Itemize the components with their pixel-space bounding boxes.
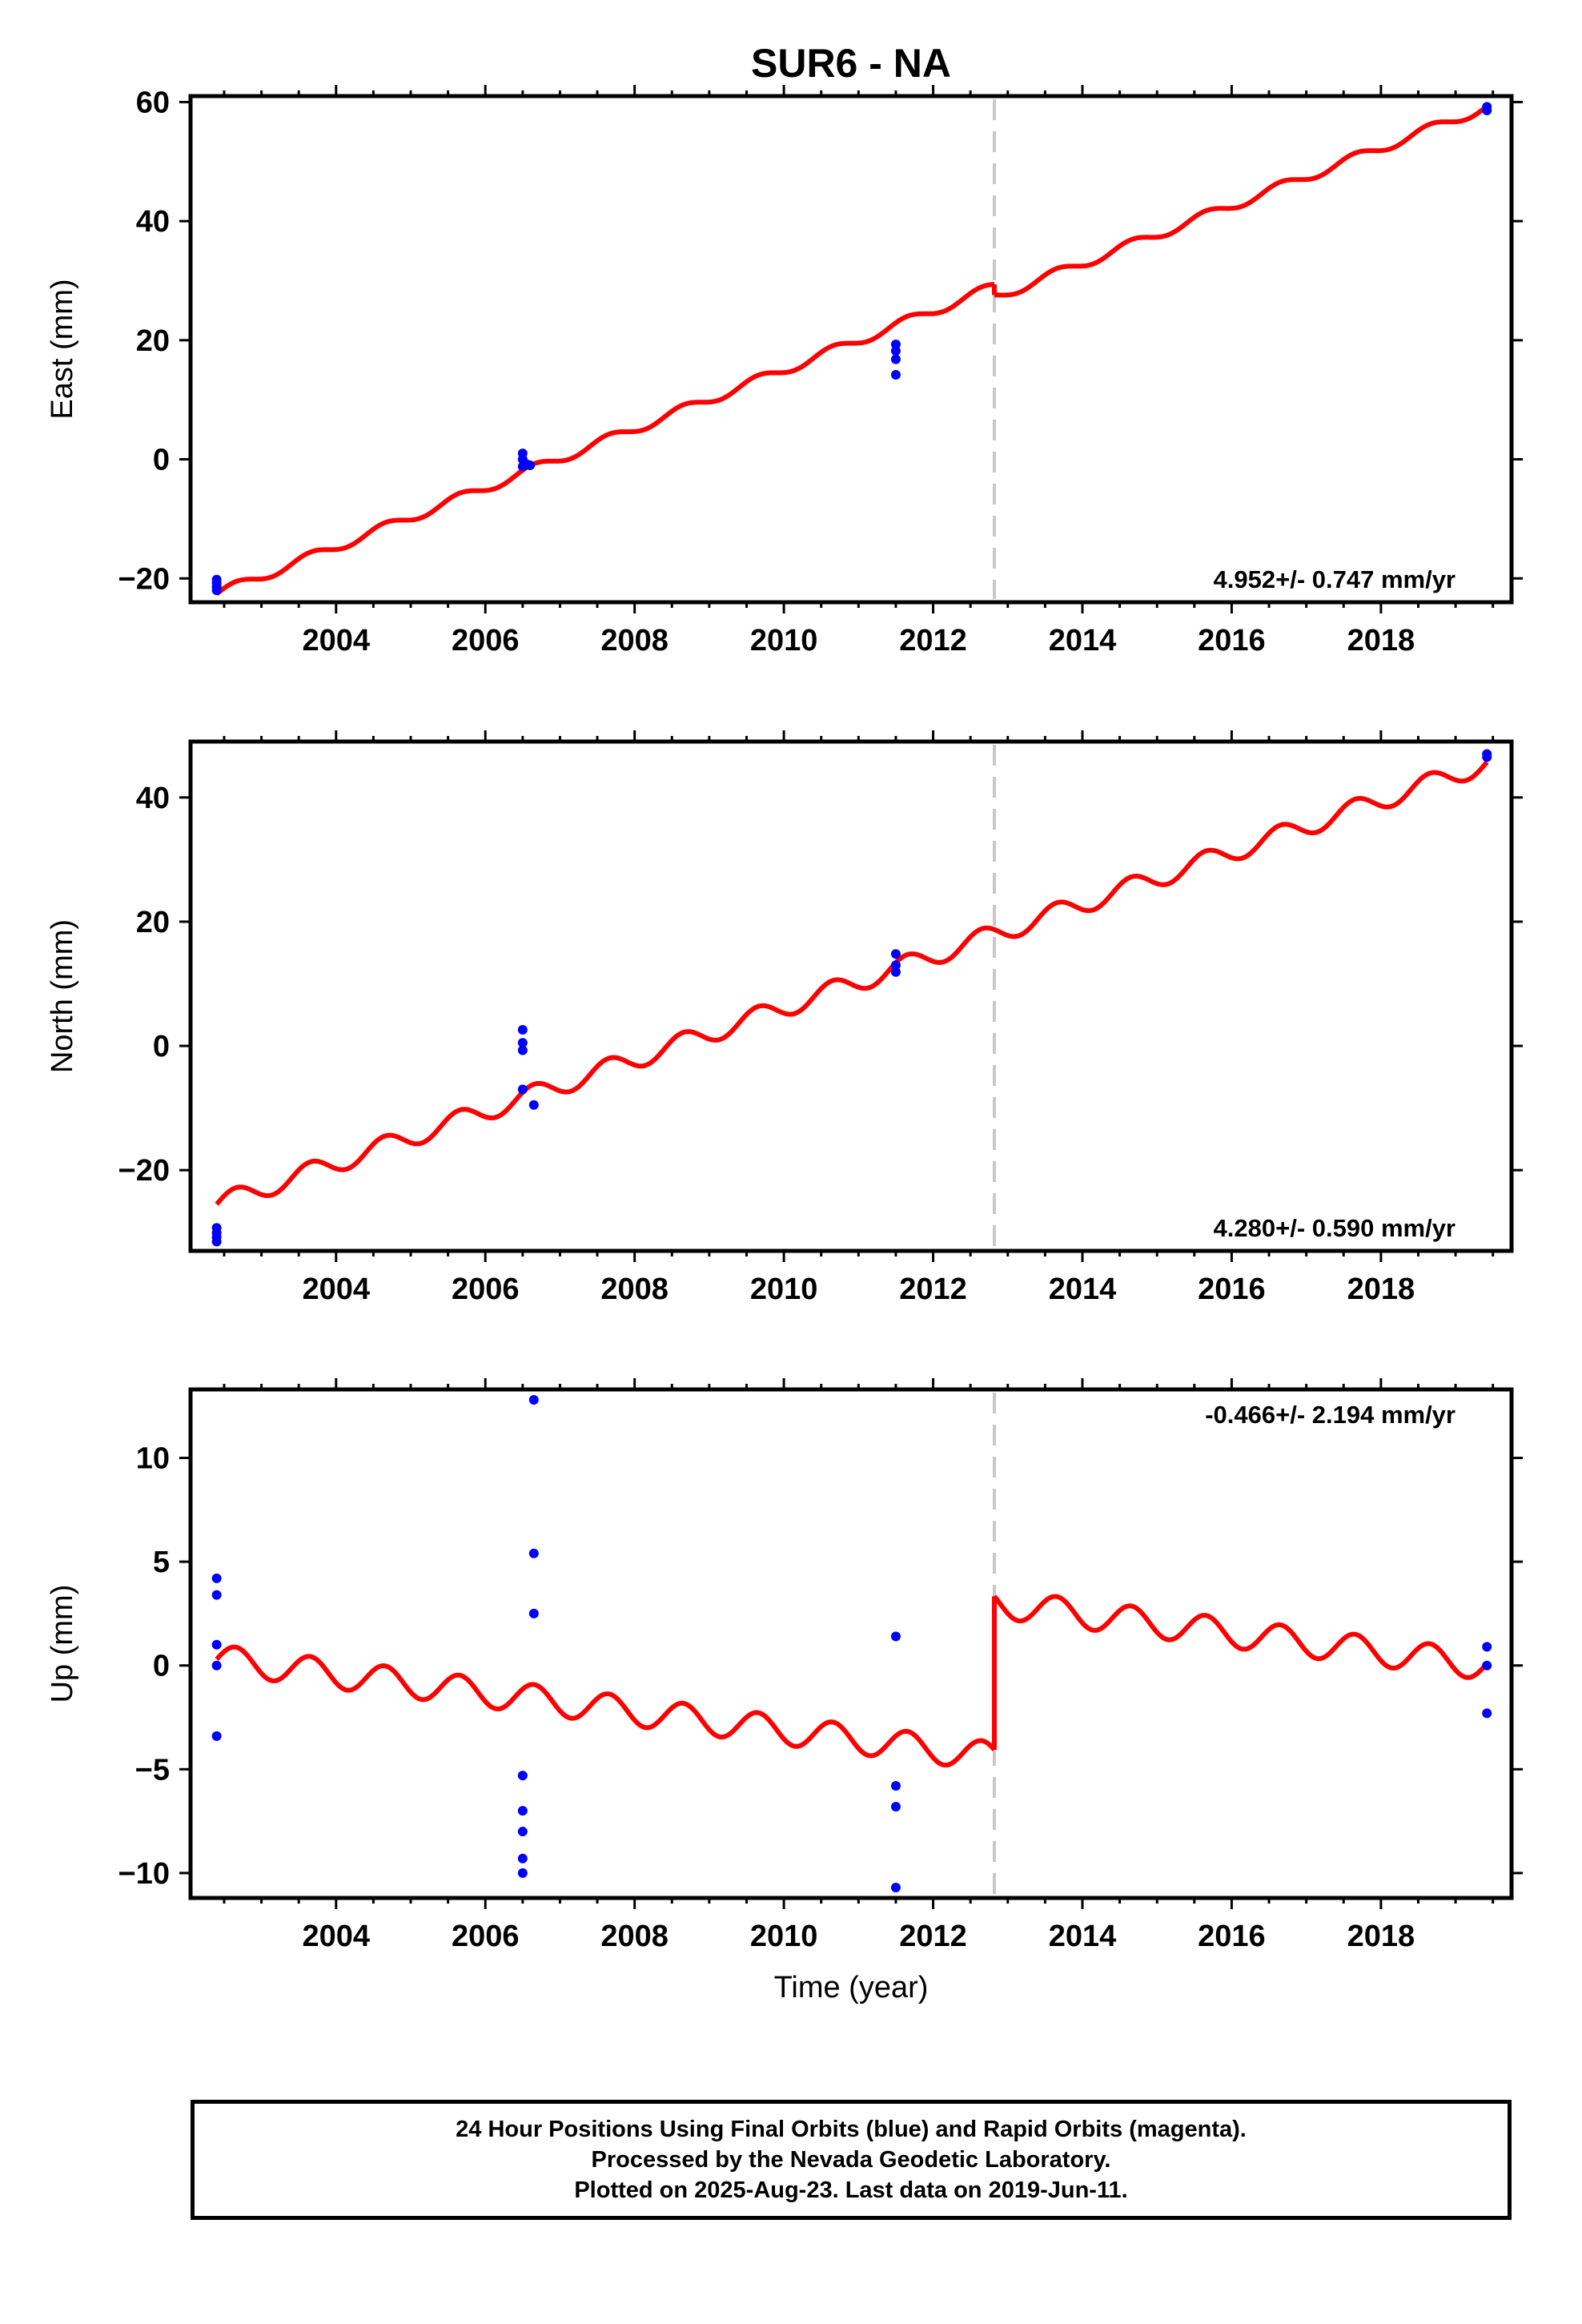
x-tick-label: 2010	[750, 1920, 818, 1953]
caption-line-2: Processed by the Nevada Geodetic Laborat…	[591, 2147, 1111, 2173]
plot-frame	[188, 94, 1514, 605]
x-tick-label: 2006	[452, 1273, 520, 1306]
plot-frame	[188, 1387, 1514, 1900]
data-point	[1482, 1642, 1492, 1652]
data-point	[1482, 752, 1492, 762]
x-tick-label: 2018	[1347, 624, 1415, 657]
data-point	[890, 960, 901, 971]
model-curve-segment-1	[215, 282, 996, 596]
data-point	[211, 1236, 222, 1247]
data-point	[1482, 105, 1492, 115]
x-axis-label: Time (year)	[774, 1971, 929, 2004]
x-tick-label: 2014	[1049, 1273, 1117, 1306]
data-point	[528, 1100, 539, 1110]
data-point	[517, 1868, 528, 1878]
y-tick-label: −20	[118, 1154, 170, 1188]
x-tick-label: 2012	[899, 1920, 967, 1953]
data-point	[528, 1608, 539, 1618]
data-point	[525, 460, 536, 470]
data-point	[890, 354, 901, 364]
x-tick-label: 2016	[1198, 624, 1266, 657]
data-point	[211, 1590, 222, 1600]
data-point	[211, 585, 222, 596]
y-tick-label: 10	[136, 1442, 170, 1476]
x-tick-label: 2016	[1198, 1920, 1266, 1953]
x-tick-label: 2010	[750, 624, 818, 657]
x-tick-label: 2008	[600, 1273, 669, 1306]
data-point	[890, 369, 901, 380]
data-point	[1482, 1660, 1492, 1671]
x-tick-label: 2018	[1347, 1273, 1415, 1306]
x-tick-label: 2010	[750, 1273, 818, 1306]
chart-title: SUR6 - NA	[751, 41, 951, 86]
data-point	[890, 1631, 901, 1642]
y-tick-label: 20	[136, 906, 170, 939]
x-tick-label: 2004	[303, 624, 371, 657]
data-point	[1482, 1708, 1492, 1719]
model-curve-segment-2	[993, 104, 1489, 298]
y-tick-label: −10	[118, 1857, 170, 1891]
up-panel: 2004 2006 2008 2010 2012 2014 2016 2018 −10 −5 0 5 1…	[46, 1378, 1523, 1953]
data-point	[890, 1883, 901, 1893]
data-point	[517, 1771, 528, 1781]
x-tick-label: 2006	[452, 624, 520, 657]
y-tick-label: 0	[153, 1650, 170, 1683]
x-tick-label: 2008	[600, 1920, 669, 1953]
x-tick-label: 2012	[899, 624, 967, 657]
y-tick-label: 0	[153, 1030, 170, 1063]
data-point	[890, 346, 901, 356]
model-curve-segment-2	[992, 1594, 1489, 1680]
data-point	[528, 1394, 539, 1405]
data-point	[517, 1038, 528, 1048]
data-point	[211, 1660, 222, 1671]
data-point	[211, 1639, 222, 1650]
rate-label: 4.280+/- 0.590 mm/yr	[1214, 1214, 1456, 1242]
data-point	[517, 1045, 528, 1055]
north-panel: 2004 2006 2008 2010 2012 2014 2016 2018 −20 0 20 40…	[46, 730, 1523, 1306]
data-point	[211, 1731, 222, 1741]
x-tick-label: 2016	[1198, 1273, 1266, 1306]
data-point	[517, 1084, 528, 1095]
y-axis-label: Up (mm)	[46, 1585, 79, 1703]
data-point	[517, 1024, 528, 1035]
data-point	[528, 1548, 539, 1558]
data-point	[211, 1573, 222, 1583]
rate-label: 4.952+/- 0.747 mm/yr	[1214, 565, 1456, 593]
y-tick-label: 0	[153, 444, 170, 477]
data-point	[517, 1806, 528, 1816]
caption-line-1: 24 Hour Positions Using Final Orbits (bl…	[456, 2117, 1247, 2142]
x-tick-label: 2018	[1347, 1920, 1415, 1953]
plot-frame	[188, 739, 1514, 1253]
x-tick-label: 2014	[1049, 624, 1117, 657]
model-curve-segment-1	[215, 760, 1489, 1206]
x-tick-label: 2008	[600, 624, 669, 657]
data-point	[517, 1853, 528, 1864]
data-point	[890, 967, 901, 977]
x-tick-label: 2012	[899, 1273, 967, 1306]
y-tick-label: −5	[135, 1753, 170, 1787]
rate-label: -0.466+/- 2.194 mm/yr	[1205, 1401, 1456, 1429]
data-point	[517, 1827, 528, 1837]
y-tick-label: 20	[136, 324, 170, 358]
data-point	[890, 1781, 901, 1791]
model-curve-segment-1	[215, 1644, 997, 1768]
y-tick-label: −20	[118, 562, 170, 596]
caption-box: 24 Hour Positions Using Final Orbits (bl…	[191, 2100, 1512, 2220]
y-axis-label: East (mm)	[46, 279, 79, 419]
x-tick-label: 2014	[1049, 1920, 1117, 1953]
east-panel: 2004 2006 2008 2010 2012 2014 2016 2018 −20 0 20 40…	[46, 85, 1523, 657]
caption-line-3: Plotted on 2025-Aug-23. Last data on 201…	[574, 2177, 1128, 2203]
y-axis-label: North (mm)	[46, 919, 79, 1073]
x-tick-label: 2004	[303, 1920, 371, 1953]
x-tick-label: 2006	[452, 1920, 520, 1953]
x-tick-label: 2004	[303, 1273, 371, 1306]
y-tick-label: 60	[136, 86, 170, 119]
data-point	[890, 949, 901, 959]
y-tick-label: 40	[136, 205, 170, 239]
y-tick-label: 5	[153, 1546, 170, 1579]
data-point	[890, 1801, 901, 1811]
y-tick-label: 40	[136, 782, 170, 815]
